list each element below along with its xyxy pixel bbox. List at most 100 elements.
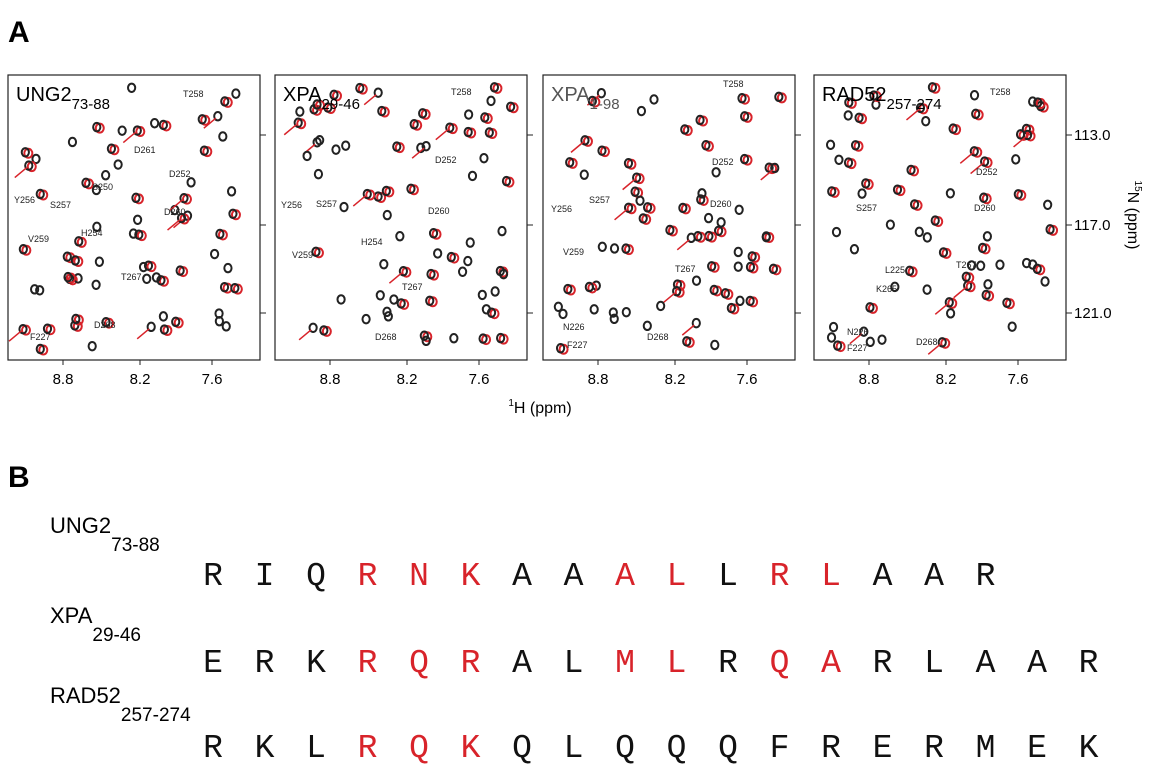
residue-label: Y256 <box>281 200 302 210</box>
residue: K <box>1079 730 1099 767</box>
peptide-subscript: 73-88 <box>111 535 160 556</box>
residue-label: H254 <box>81 228 103 238</box>
peptide-name: UNG273-88 <box>50 513 160 556</box>
spectrum-subscript: 73-88 <box>72 96 110 113</box>
residue: R <box>924 730 944 767</box>
residue: R <box>358 730 378 767</box>
residue: L <box>306 730 326 767</box>
residue-label: S257 <box>856 203 877 213</box>
residue: R <box>976 558 996 595</box>
figure: A B 1H (ppm) 15N (ppm) UNG273-88T258D261… <box>0 0 1151 767</box>
residue: K <box>255 730 275 767</box>
residue-label: D260 <box>974 203 996 213</box>
residue-label: S257 <box>50 200 71 210</box>
residue-label: T258 <box>990 87 1011 97</box>
residue: A <box>615 558 635 595</box>
residue: A <box>924 558 944 595</box>
residue-label: T258 <box>183 89 204 99</box>
x-tick-label: 8.8 <box>320 371 341 388</box>
residue: L <box>564 645 584 682</box>
residue: M <box>976 730 996 767</box>
residue: E <box>1027 730 1047 767</box>
residue: M <box>615 645 635 682</box>
residue: N <box>409 558 429 595</box>
residue: Q <box>512 730 532 767</box>
residue-label: Y256 <box>551 204 572 214</box>
residue: Q <box>409 645 429 682</box>
residue: E <box>203 645 223 682</box>
residue: I <box>255 558 275 595</box>
residue-label: S257 <box>589 195 610 205</box>
residue-label: F227 <box>847 343 868 353</box>
residue: K <box>306 645 326 682</box>
peptide-subscript: 257-274 <box>121 705 191 726</box>
residue-label: S250 <box>92 182 113 192</box>
residue-label: D268 <box>916 337 938 347</box>
residue: L <box>564 730 584 767</box>
spectrum-name: XPA <box>551 84 590 106</box>
residue: R <box>770 558 790 595</box>
residue: Q <box>770 645 790 682</box>
residue-label: D252 <box>435 155 457 165</box>
peptide-name: XPA29-46 <box>50 603 141 646</box>
spectrum-name: RAD52 <box>822 84 886 106</box>
residue-label: V259 <box>292 250 313 260</box>
panel-label: A <box>8 16 30 49</box>
residue: K <box>461 730 481 767</box>
residue: Q <box>615 730 635 767</box>
residue-label: V259 <box>563 247 584 257</box>
residue-label: V259 <box>28 234 49 244</box>
residue: R <box>718 645 738 682</box>
peptide-name-text: XPA <box>50 603 93 628</box>
residue: A <box>564 558 584 595</box>
spectrum-frame <box>543 75 795 360</box>
residue: R <box>1079 645 1099 682</box>
residue-label: D268 <box>94 320 116 330</box>
residue-label: L225 <box>885 265 905 275</box>
residue-label: D260 <box>164 207 186 217</box>
residue-label: T267 <box>956 260 977 270</box>
residue-label: D252 <box>169 169 191 179</box>
x-axis-title: 1H (ppm) <box>508 398 571 417</box>
x-tick-label: 8.2 <box>130 371 151 388</box>
residue: R <box>203 730 223 767</box>
residue: R <box>358 645 378 682</box>
x-tick-label: 8.2 <box>936 371 957 388</box>
spectrum-subscript: 257-274 <box>886 96 941 113</box>
residue-label: T267 <box>402 282 423 292</box>
x-tick-label: 8.2 <box>665 371 686 388</box>
x-tick-label: 8.2 <box>397 371 418 388</box>
residue: R <box>873 645 893 682</box>
residue-label: T258 <box>723 79 744 89</box>
panel-label: B <box>8 461 30 494</box>
residue: R <box>461 645 481 682</box>
residue-label: F227 <box>567 340 588 350</box>
y-axis-title: 15N (ppm) <box>1124 181 1143 250</box>
spectrum-subscript: 1-98 <box>590 96 620 113</box>
residue: R <box>358 558 378 595</box>
residue: A <box>976 645 996 682</box>
x-tick-label: 8.8 <box>588 371 609 388</box>
residue: A <box>1027 645 1047 682</box>
residue: A <box>512 645 532 682</box>
residue: L <box>667 558 687 595</box>
residue: L <box>821 558 841 595</box>
residue: E <box>873 730 893 767</box>
peptide-subscript: 29-46 <box>92 625 141 646</box>
residue: R <box>821 730 841 767</box>
residue: A <box>873 558 893 595</box>
residue-label: D252 <box>976 167 998 177</box>
residue: Q <box>409 730 429 767</box>
residue: F <box>770 730 790 767</box>
x-tick-label: 8.8 <box>53 371 74 388</box>
residue-label: T258 <box>451 87 472 97</box>
residue: K <box>461 558 481 595</box>
peptide-name-text: RAD52 <box>50 683 121 708</box>
y-tick-label: 117.0 <box>1074 217 1110 234</box>
residue-label: N226 <box>847 327 869 337</box>
y-tick-label: 121.0 <box>1074 305 1112 322</box>
residue-label: D252 <box>712 157 734 167</box>
x-tick-label: 7.6 <box>469 371 490 388</box>
residue: Q <box>718 730 738 767</box>
residue-label: Y256 <box>14 195 35 205</box>
